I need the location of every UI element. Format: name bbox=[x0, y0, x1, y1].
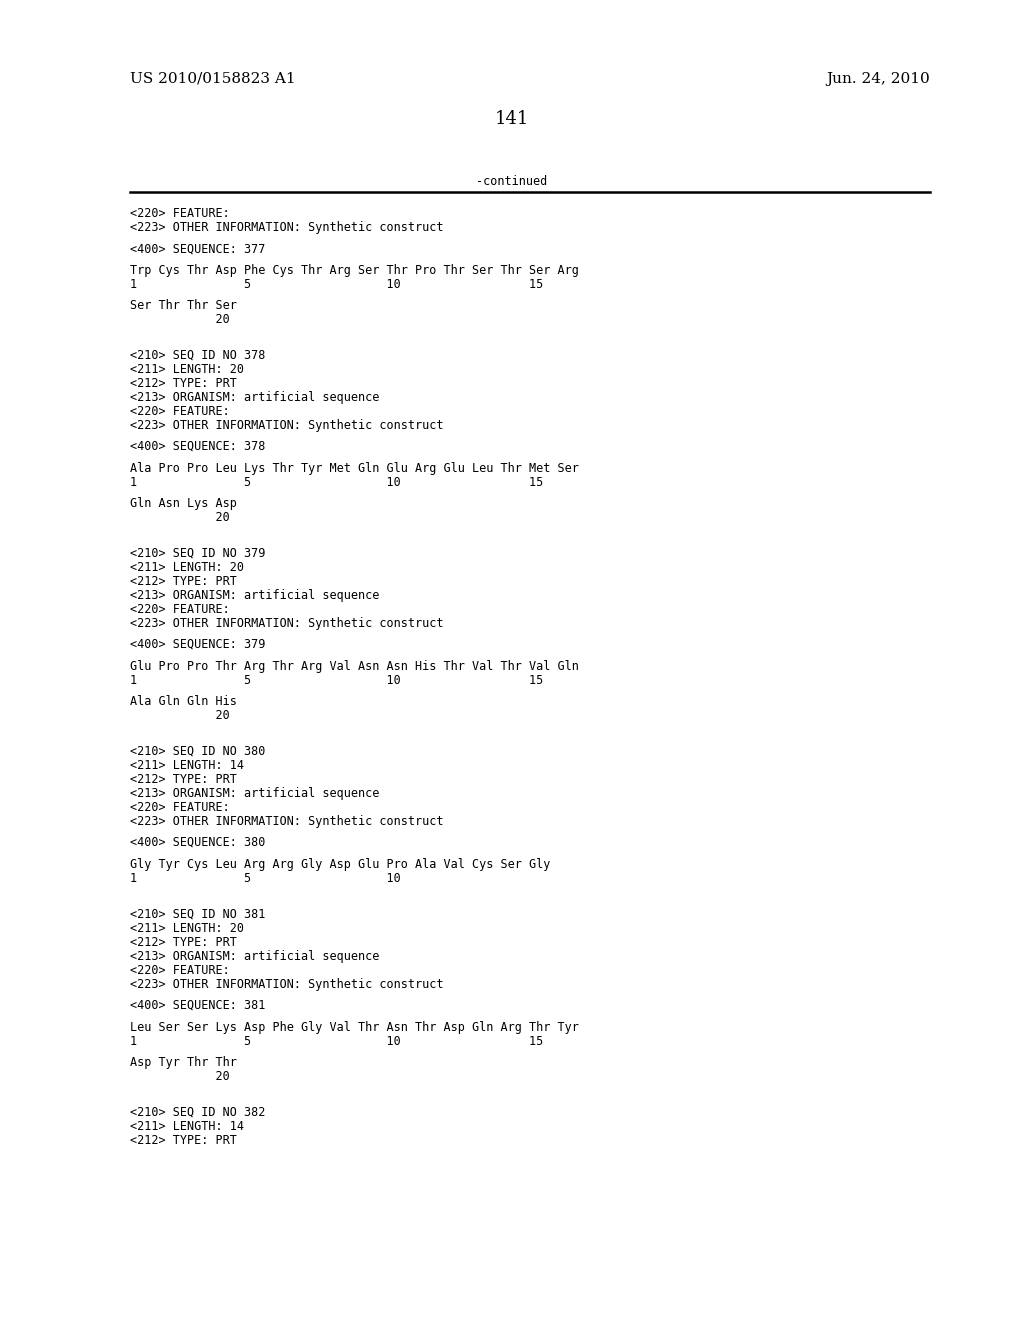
Text: <211> LENGTH: 14: <211> LENGTH: 14 bbox=[130, 1119, 244, 1133]
Text: <220> FEATURE:: <220> FEATURE: bbox=[130, 207, 229, 220]
Text: <211> LENGTH: 14: <211> LENGTH: 14 bbox=[130, 759, 244, 772]
Text: -continued: -continued bbox=[476, 176, 548, 187]
Text: <210> SEQ ID NO 382: <210> SEQ ID NO 382 bbox=[130, 1106, 265, 1119]
Text: <223> OTHER INFORMATION: Synthetic construct: <223> OTHER INFORMATION: Synthetic const… bbox=[130, 978, 443, 991]
Text: US 2010/0158823 A1: US 2010/0158823 A1 bbox=[130, 73, 296, 86]
Text: <210> SEQ ID NO 379: <210> SEQ ID NO 379 bbox=[130, 546, 265, 560]
Text: <212> TYPE: PRT: <212> TYPE: PRT bbox=[130, 576, 237, 587]
Text: <400> SEQUENCE: 380: <400> SEQUENCE: 380 bbox=[130, 836, 265, 849]
Text: <210> SEQ ID NO 378: <210> SEQ ID NO 378 bbox=[130, 348, 265, 362]
Text: <212> TYPE: PRT: <212> TYPE: PRT bbox=[130, 774, 237, 785]
Text: <220> FEATURE:: <220> FEATURE: bbox=[130, 603, 229, 616]
Text: 1               5                   10: 1 5 10 bbox=[130, 873, 400, 884]
Text: <211> LENGTH: 20: <211> LENGTH: 20 bbox=[130, 921, 244, 935]
Text: Gly Tyr Cys Leu Arg Arg Gly Asp Glu Pro Ala Val Cys Ser Gly: Gly Tyr Cys Leu Arg Arg Gly Asp Glu Pro … bbox=[130, 858, 550, 871]
Text: <220> FEATURE:: <220> FEATURE: bbox=[130, 964, 229, 977]
Text: 1               5                   10                  15: 1 5 10 15 bbox=[130, 675, 544, 686]
Text: 20: 20 bbox=[130, 511, 229, 524]
Text: 1               5                   10                  15: 1 5 10 15 bbox=[130, 1035, 544, 1048]
Text: <213> ORGANISM: artificial sequence: <213> ORGANISM: artificial sequence bbox=[130, 950, 379, 964]
Text: Jun. 24, 2010: Jun. 24, 2010 bbox=[826, 73, 930, 86]
Text: Gln Asn Lys Asp: Gln Asn Lys Asp bbox=[130, 498, 237, 510]
Text: 20: 20 bbox=[130, 313, 229, 326]
Text: <223> OTHER INFORMATION: Synthetic construct: <223> OTHER INFORMATION: Synthetic const… bbox=[130, 616, 443, 630]
Text: <223> OTHER INFORMATION: Synthetic construct: <223> OTHER INFORMATION: Synthetic const… bbox=[130, 418, 443, 432]
Text: <210> SEQ ID NO 381: <210> SEQ ID NO 381 bbox=[130, 908, 265, 921]
Text: 1               5                   10                  15: 1 5 10 15 bbox=[130, 477, 544, 488]
Text: Leu Ser Ser Lys Asp Phe Gly Val Thr Asn Thr Asp Gln Arg Thr Tyr: Leu Ser Ser Lys Asp Phe Gly Val Thr Asn … bbox=[130, 1020, 579, 1034]
Text: <211> LENGTH: 20: <211> LENGTH: 20 bbox=[130, 363, 244, 376]
Text: <212> TYPE: PRT: <212> TYPE: PRT bbox=[130, 936, 237, 949]
Text: Glu Pro Pro Thr Arg Thr Arg Val Asn Asn His Thr Val Thr Val Gln: Glu Pro Pro Thr Arg Thr Arg Val Asn Asn … bbox=[130, 660, 579, 673]
Text: Ala Pro Pro Leu Lys Thr Tyr Met Gln Glu Arg Glu Leu Thr Met Ser: Ala Pro Pro Leu Lys Thr Tyr Met Gln Glu … bbox=[130, 462, 579, 475]
Text: <220> FEATURE:: <220> FEATURE: bbox=[130, 801, 229, 814]
Text: Trp Cys Thr Asp Phe Cys Thr Arg Ser Thr Pro Thr Ser Thr Ser Arg: Trp Cys Thr Asp Phe Cys Thr Arg Ser Thr … bbox=[130, 264, 579, 277]
Text: <211> LENGTH: 20: <211> LENGTH: 20 bbox=[130, 561, 244, 574]
Text: Ser Thr Thr Ser: Ser Thr Thr Ser bbox=[130, 300, 237, 312]
Text: 20: 20 bbox=[130, 709, 229, 722]
Text: <213> ORGANISM: artificial sequence: <213> ORGANISM: artificial sequence bbox=[130, 787, 379, 800]
Text: 1               5                   10                  15: 1 5 10 15 bbox=[130, 279, 544, 290]
Text: <213> ORGANISM: artificial sequence: <213> ORGANISM: artificial sequence bbox=[130, 589, 379, 602]
Text: <400> SEQUENCE: 381: <400> SEQUENCE: 381 bbox=[130, 999, 265, 1012]
Text: Asp Tyr Thr Thr: Asp Tyr Thr Thr bbox=[130, 1056, 237, 1069]
Text: <400> SEQUENCE: 379: <400> SEQUENCE: 379 bbox=[130, 638, 265, 651]
Text: <212> TYPE: PRT: <212> TYPE: PRT bbox=[130, 1134, 237, 1147]
Text: <210> SEQ ID NO 380: <210> SEQ ID NO 380 bbox=[130, 744, 265, 758]
Text: 20: 20 bbox=[130, 1071, 229, 1082]
Text: <213> ORGANISM: artificial sequence: <213> ORGANISM: artificial sequence bbox=[130, 391, 379, 404]
Text: <220> FEATURE:: <220> FEATURE: bbox=[130, 405, 229, 418]
Text: <223> OTHER INFORMATION: Synthetic construct: <223> OTHER INFORMATION: Synthetic const… bbox=[130, 814, 443, 828]
Text: <400> SEQUENCE: 378: <400> SEQUENCE: 378 bbox=[130, 440, 265, 453]
Text: 141: 141 bbox=[495, 110, 529, 128]
Text: <400> SEQUENCE: 377: <400> SEQUENCE: 377 bbox=[130, 243, 265, 256]
Text: Ala Gln Gln His: Ala Gln Gln His bbox=[130, 696, 237, 708]
Text: <223> OTHER INFORMATION: Synthetic construct: <223> OTHER INFORMATION: Synthetic const… bbox=[130, 220, 443, 234]
Text: <212> TYPE: PRT: <212> TYPE: PRT bbox=[130, 378, 237, 389]
